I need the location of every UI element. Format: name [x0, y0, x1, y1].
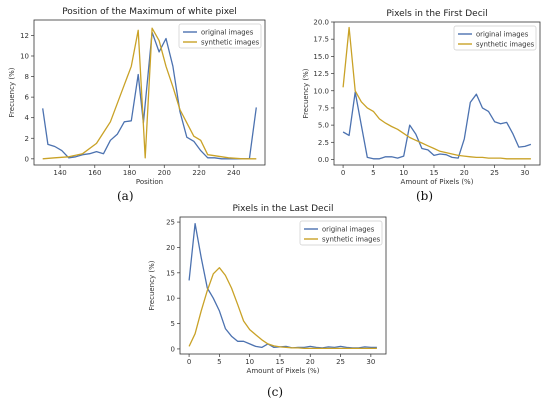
y-axis-label: Frecuency (%)	[8, 67, 16, 117]
legend-label-synthetic: synthetic images	[201, 38, 260, 46]
chart-panel-a: Position of the Maximum of white pixel 14…	[8, 7, 266, 186]
y-tick-label: 0	[171, 345, 175, 353]
x-tick-label: 140	[53, 169, 66, 177]
y-tick-label: 10	[166, 295, 175, 303]
y-tick-label: 15	[166, 269, 175, 277]
y-tick-label: 7.5	[318, 104, 329, 112]
x-tick-label: 5	[217, 358, 221, 366]
x-tick-label: 10	[245, 358, 254, 366]
y-tick-label: 5	[171, 320, 175, 328]
x-axis-label: Amount of Pixels (%)	[247, 367, 320, 375]
plot-frame	[179, 216, 387, 355]
x-tick-label: 25	[336, 358, 345, 366]
chart-panel-c: Pixels in the Last Decil 0 5 10 15 20 25 30 0 5 10…	[148, 204, 387, 375]
caption-b: (b)	[416, 189, 434, 203]
y-tick-label: 12.5	[313, 70, 329, 78]
x-tick-label: 0	[341, 169, 345, 177]
x-tick-label: 15	[276, 358, 285, 366]
chart-title: Position of the Maximum of white pixel	[62, 7, 237, 17]
x-tick-label: 180	[123, 169, 136, 177]
x-tick-label: 15	[430, 169, 439, 177]
y-tick-label: 4	[25, 114, 30, 122]
legend-label-original: original images	[476, 30, 529, 38]
x-tick-label: 240	[227, 169, 240, 177]
plot-frame	[33, 19, 266, 166]
x-tick-label: 30	[366, 358, 375, 366]
chart-title: Pixels in the First Decil	[386, 9, 487, 19]
y-tick-label: 12	[20, 32, 29, 40]
y-tick-label: 20	[166, 244, 175, 252]
y-tick-label: 25	[166, 219, 175, 227]
series-line-original	[42, 31, 257, 160]
legend-box	[453, 25, 537, 51]
y-tick-label: 0.0	[318, 156, 329, 164]
x-axis-label: Position	[136, 178, 163, 186]
x-tick-label: 0	[187, 358, 191, 366]
x-tick-label: 220	[192, 169, 205, 177]
y-tick-label: 15.0	[313, 53, 329, 61]
y-tick-label: 10.0	[313, 87, 329, 95]
x-axis-label: Amount of Pixels (%)	[401, 178, 474, 186]
y-tick-label: 5.0	[318, 122, 329, 130]
x-tick-label: 5	[371, 169, 375, 177]
y-tick-label: 10	[20, 52, 29, 60]
caption-a: (a)	[117, 189, 134, 203]
y-tick-label: 20.0	[313, 19, 329, 27]
y-tick-label: 2.5	[318, 139, 329, 147]
plot-frame	[333, 21, 541, 166]
series-line-synthetic	[342, 26, 531, 160]
y-tick-label: 17.5	[313, 36, 329, 44]
legend-label-original: original images	[322, 225, 375, 233]
y-tick-label: 8	[25, 73, 29, 81]
chart-panel-b: Pixels in the First Decil 0 5 10 15 20 25 30 0.0…	[302, 9, 541, 186]
x-tick-label: 10	[399, 169, 408, 177]
legend-box	[299, 220, 383, 246]
legend-label-synthetic: synthetic images	[322, 235, 381, 243]
y-tick-label: 6	[25, 94, 30, 102]
x-tick-label: 200	[158, 169, 171, 177]
legend-label-original: original images	[201, 28, 254, 36]
chart-title: Pixels in the Last Decil	[232, 204, 333, 214]
caption-c: (c)	[267, 385, 284, 399]
series-line-synthetic	[42, 27, 257, 160]
y-tick-label: 0	[25, 155, 29, 163]
x-tick-label: 20	[306, 358, 315, 366]
series-line-original	[342, 91, 532, 160]
legend-box	[178, 23, 262, 49]
legend-label-synthetic: synthetic images	[476, 40, 535, 48]
series-line-synthetic	[188, 267, 377, 350]
y-axis-label: Frecuency (%)	[148, 260, 156, 310]
y-axis-label: Frecuency (%)	[302, 68, 310, 118]
x-tick-label: 20	[460, 169, 469, 177]
x-tick-label: 160	[88, 169, 101, 177]
y-tick-label: 2	[25, 135, 29, 143]
x-tick-label: 30	[520, 169, 529, 177]
x-tick-label: 25	[490, 169, 499, 177]
